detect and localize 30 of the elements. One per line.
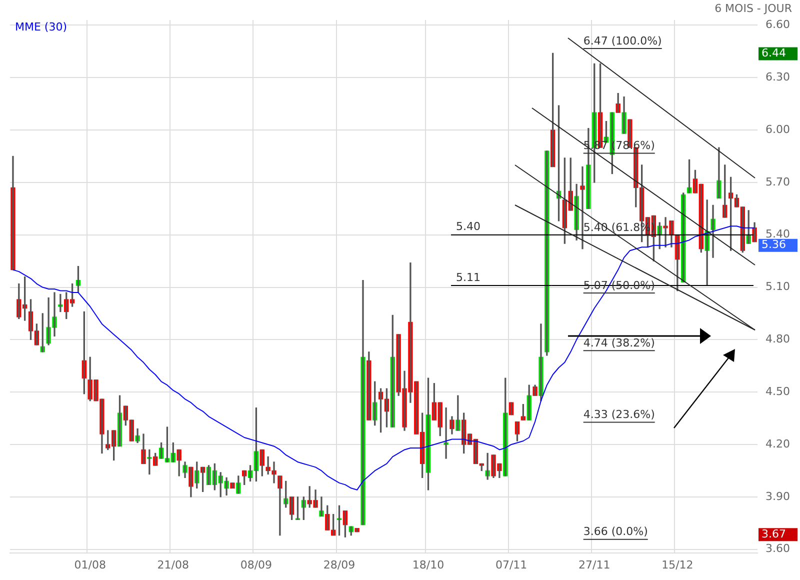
text: MME (30)	[15, 20, 68, 34]
x-tick-label: 01/08	[74, 558, 106, 572]
x-tick-label: 21/08	[157, 558, 189, 572]
chart-subtitle: 6 MOIS - JOUR	[714, 2, 792, 15]
y-tick-label: 5.10	[766, 280, 790, 294]
x-tick-label: 08/09	[240, 558, 272, 572]
ref-line-label: 4.74 (38.2%)	[583, 336, 655, 350]
ref-line-label: 5.40	[456, 220, 481, 234]
x-tick-label: 15/12	[662, 558, 694, 572]
y-tick-label: 3.60	[766, 542, 790, 556]
x-tick-label: 07/11	[495, 558, 528, 572]
ref-line-label: 3.66 (0.0%)	[583, 525, 648, 538]
y-tick-label: 6.00	[766, 122, 790, 136]
text: 5.36	[762, 238, 786, 252]
ref-line-label: 4.33 (23.6%)	[583, 408, 655, 422]
y-tick-label: 4.80	[766, 332, 790, 346]
y-tick-label: 6.30	[766, 70, 790, 84]
y-tick-label: 3.90	[766, 490, 790, 503]
ref-line-label: 5.11	[456, 270, 481, 284]
x-tick-label: 18/10	[412, 558, 444, 572]
y-tick-label: 5.70	[766, 175, 790, 188]
ref-line-label: 6.47 (100.0%)	[583, 34, 662, 48]
text: 6.44	[762, 46, 786, 60]
y-tick-label: 5.40	[766, 228, 790, 241]
y-tick-label: 4.50	[766, 384, 790, 398]
x-tick-label: 27/11	[578, 558, 610, 572]
text: 3.67	[762, 527, 786, 540]
y-tick-label: 4.20	[766, 437, 790, 450]
y-tick-label: 6.60	[766, 18, 790, 32]
x-tick-label: 28/09	[323, 558, 356, 572]
